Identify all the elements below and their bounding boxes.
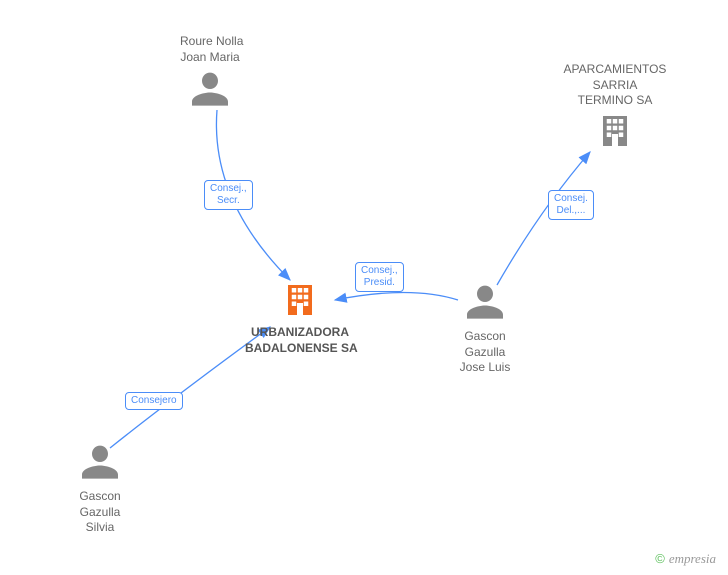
edge-label-gasconsilvia-urbanizadora: Consejero [125,392,183,410]
building-icon [597,113,633,149]
node-label: Gascon Gazulla Silvia [70,489,130,536]
person-icon [80,442,120,482]
node-person-gascon-jose[interactable]: Gascon Gazulla Jose Luis [455,282,515,376]
node-label: URBANIZADORA BADALONENSE SA [245,325,355,356]
copyright-symbol: © [655,551,665,566]
edge-label-roure-urbanizadora: Consej., Secr. [204,180,253,210]
watermark: © empresia [655,551,716,567]
building-icon [282,282,318,318]
node-person-gascon-silvia[interactable]: Gascon Gazulla Silvia [70,442,130,536]
watermark-brand: empresia [669,551,716,566]
edge-label-gasconjose-urbanizadora: Consej., Presid. [355,262,404,292]
person-icon [465,282,505,322]
node-label: Gascon Gazulla Jose Luis [455,329,515,376]
node-label: Roure Nolla Joan Maria [180,34,240,65]
edge-label-gasconjose-aparcamientos: Consej. Del.,... [548,190,594,220]
node-building-urbanizadora[interactable]: URBANIZADORA BADALONENSE SA [245,282,355,356]
person-icon [190,69,230,109]
node-building-aparcamientos[interactable]: APARCAMIENTOS SARRIA TERMINO SA [555,62,675,154]
node-label: APARCAMIENTOS SARRIA TERMINO SA [555,62,675,109]
node-person-roure[interactable]: Roure Nolla Joan Maria [180,34,240,114]
